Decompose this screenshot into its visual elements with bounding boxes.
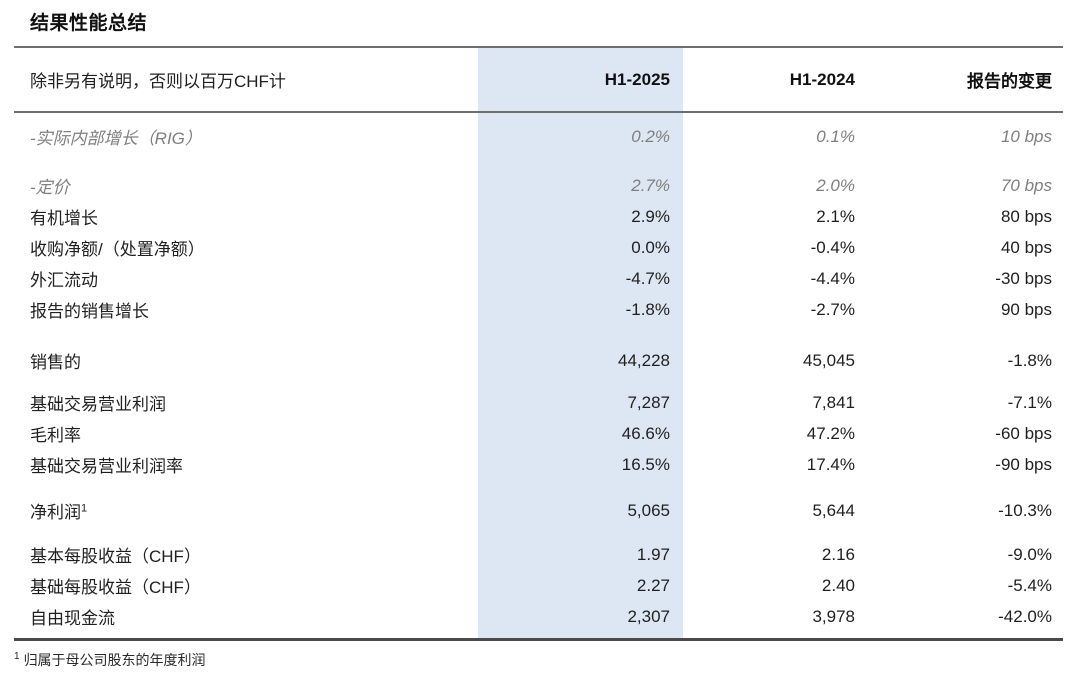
value-h1-2024: 45,045	[803, 350, 855, 370]
row-label: 有机增长	[30, 209, 98, 228]
value-change: -90 bps	[995, 454, 1052, 474]
results-summary-page: 结果性能总结 除非另有说明，否则以百万CHF计 H1-2025 H1-2024 …	[0, 8, 1080, 689]
table-row: 基础每股收益（CHF） 2.27 2.40 -5.4%	[14, 570, 1063, 601]
value-change: 70 bps	[1000, 175, 1052, 195]
value-h1-2024: 2.0%	[816, 175, 855, 195]
row-label: 基础每股收益（CHF）	[30, 578, 201, 597]
value-h1-2024: 0.1%	[816, 126, 855, 146]
value-h1-2025: 2,307	[478, 601, 683, 640]
footnote-reference: 1	[81, 502, 88, 515]
value-h1-2025: 44,228	[478, 325, 683, 376]
row-label-text: 净利润	[30, 503, 81, 522]
value-change: -60 bps	[995, 423, 1052, 443]
results-table: 除非另有说明，否则以百万CHF计 H1-2025 H1-2024 报告的变更 -…	[14, 46, 1063, 641]
column-header-h1-2024: H1-2024	[683, 47, 870, 113]
value-h1-2024: -2.7%	[810, 299, 855, 319]
value-h1-2024: 47.2%	[806, 423, 855, 443]
value-change: 80 bps	[1000, 206, 1052, 226]
value-h1-2024: 2.40	[821, 575, 855, 595]
value-change: -1.8%	[1007, 350, 1052, 370]
row-label: 销售的	[30, 353, 81, 372]
page-title: 结果性能总结	[30, 13, 148, 34]
value-h1-2025: 1.97	[478, 526, 683, 570]
table-row: 收购净额/（处置净额） 0.0% -0.4% 40 bps	[14, 232, 1063, 263]
row-label: 报告的销售增长	[30, 302, 149, 321]
footnote-text: 归属于母公司股东的年度利润	[23, 652, 206, 668]
table-row: 基础交易营业利润率 16.5% 17.4% -90 bps	[14, 449, 1063, 480]
value-h1-2024: 5,644	[812, 500, 855, 520]
value-h1-2025: 2.7%	[478, 152, 683, 201]
row-label: 基础交易营业利润率	[30, 457, 183, 476]
table-row: 毛利率 46.6% 47.2% -60 bps	[14, 418, 1063, 449]
row-label: 收购净额/（处置净额）	[30, 240, 205, 259]
value-change: 10 bps	[1000, 126, 1052, 146]
value-h1-2025: 0.0%	[478, 232, 683, 263]
value-change: -9.0%	[1007, 544, 1052, 564]
value-change: -5.4%	[1007, 575, 1052, 595]
value-change: -10.3%	[998, 500, 1052, 520]
value-change: -42.0%	[998, 606, 1052, 626]
row-label: 基本每股收益（CHF）	[30, 547, 201, 566]
row-label: 基础交易营业利润	[30, 395, 166, 414]
footnote-marker: 1	[14, 651, 20, 663]
row-label: 净利润1	[14, 480, 478, 526]
table-row: 净利润1 5,065 5,644 -10.3%	[14, 480, 1063, 526]
value-change: 90 bps	[1000, 299, 1052, 319]
value-h1-2025: -1.8%	[478, 294, 683, 325]
value-h1-2024: 7,841	[812, 392, 855, 412]
value-h1-2025: 0.2%	[478, 112, 683, 152]
value-change: -7.1%	[1007, 392, 1052, 412]
value-h1-2024: 3,978	[812, 606, 855, 626]
value-h1-2025: 2.27	[478, 570, 683, 601]
table-row: 基础交易营业利润 7,287 7,841 -7.1%	[14, 376, 1063, 418]
row-label: 自由现金流	[30, 609, 115, 628]
table-row: 外汇流动 -4.7% -4.4% -30 bps	[14, 263, 1063, 294]
value-h1-2024: -0.4%	[810, 237, 855, 257]
value-change: 40 bps	[1000, 237, 1052, 257]
value-h1-2025: 16.5%	[478, 449, 683, 480]
value-h1-2024: -4.4%	[810, 268, 855, 288]
value-h1-2025: 7,287	[478, 376, 683, 418]
table-row: 自由现金流 2,307 3,978 -42.0%	[14, 601, 1063, 640]
table-row: 报告的销售增长 -1.8% -2.7% 90 bps	[14, 294, 1063, 325]
value-h1-2024: 2.16	[821, 544, 855, 564]
row-label: -实际内部增长（RIG）	[30, 129, 202, 148]
table-row: -定价 2.7% 2.0% 70 bps	[14, 152, 1063, 201]
value-change: -30 bps	[995, 268, 1052, 288]
footnote: 1 归属于母公司股东的年度利润	[14, 650, 1080, 670]
value-h1-2024: 17.4%	[806, 454, 855, 474]
table-row: -实际内部增长（RIG） 0.2% 0.1% 10 bps	[14, 112, 1063, 152]
table-header-row: 除非另有说明，否则以百万CHF计 H1-2025 H1-2024 报告的变更	[14, 47, 1063, 113]
value-h1-2025: -4.7%	[478, 263, 683, 294]
row-label: -定价	[30, 178, 70, 197]
table-row: 有机增长 2.9% 2.1% 80 bps	[14, 201, 1063, 232]
value-h1-2025: 5,065	[478, 480, 683, 526]
table-row: 基本每股收益（CHF） 1.97 2.16 -9.0%	[14, 526, 1063, 570]
value-h1-2024: 2.1%	[816, 206, 855, 226]
value-h1-2025: 46.6%	[478, 418, 683, 449]
row-label: 外汇流动	[30, 271, 98, 290]
column-header-reported-change: 报告的变更	[870, 47, 1063, 113]
value-h1-2025: 2.9%	[478, 201, 683, 232]
table-row: 销售的 44,228 45,045 -1.8%	[14, 325, 1063, 376]
row-label: 毛利率	[30, 426, 81, 445]
unit-note: 除非另有说明，否则以百万CHF计	[14, 47, 478, 113]
column-header-h1-2025: H1-2025	[478, 47, 683, 113]
